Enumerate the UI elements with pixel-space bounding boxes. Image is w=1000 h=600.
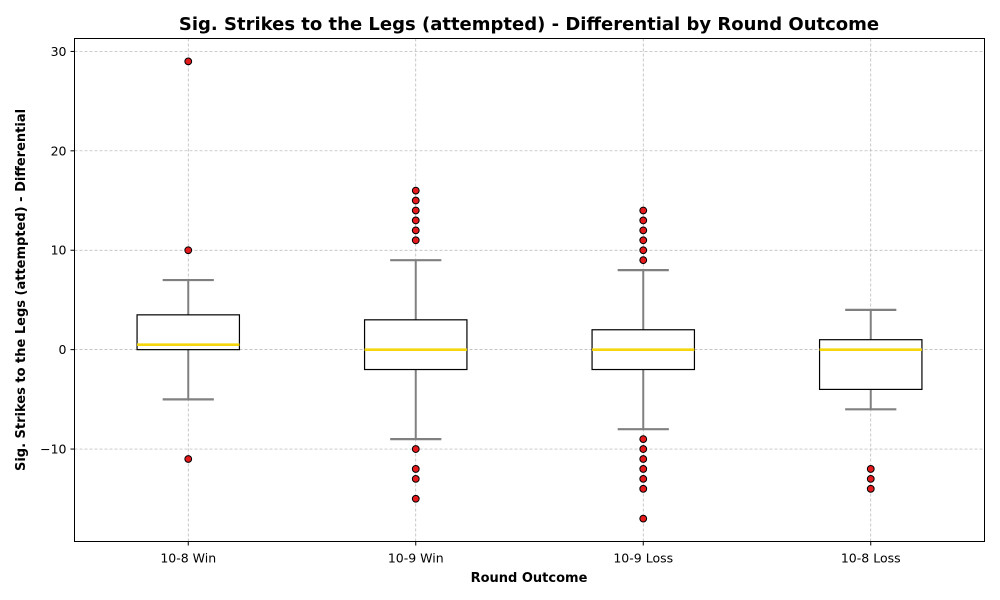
outlier-point xyxy=(639,226,648,235)
outlier-point xyxy=(411,186,420,195)
box-iqr xyxy=(363,319,468,371)
outlier-point xyxy=(411,474,420,483)
y-tick-label: 30 xyxy=(51,44,67,59)
outlier-point xyxy=(639,216,648,225)
outlier-point xyxy=(639,236,648,245)
x-axis-label: Round Outcome xyxy=(471,571,588,586)
outlier-point xyxy=(866,474,875,483)
grid-lines xyxy=(74,38,985,542)
outlier-point xyxy=(866,465,875,473)
outlier-point xyxy=(639,484,648,493)
outlier-point xyxy=(639,514,648,523)
outliers xyxy=(184,57,875,523)
plot-area-frame xyxy=(74,38,985,542)
y-tick-label: −10 xyxy=(40,442,66,457)
outlier-point xyxy=(184,455,193,463)
outlier-point xyxy=(411,196,420,205)
outlier-point xyxy=(639,474,648,483)
outlier-point xyxy=(639,445,648,453)
y-tick-label: 0 xyxy=(59,342,67,357)
chart-title: Sig. Strikes to the Legs (attempted) - D… xyxy=(179,14,879,35)
outlier-point xyxy=(639,465,648,473)
axes: −10 0 10 20 30 10-8 Win 10-9 Win 10-9 Loss 10-8 … xyxy=(40,44,901,566)
outlier-point xyxy=(866,484,875,493)
outlier-point xyxy=(411,226,420,235)
outlier-point xyxy=(639,206,648,215)
outlier-point xyxy=(184,246,193,255)
outlier-point xyxy=(411,494,420,503)
x-tick-label: 10-9 Loss xyxy=(613,551,673,566)
x-tick-label: 10-8 Win xyxy=(160,551,216,566)
outlier-point xyxy=(639,435,648,444)
outlier-point xyxy=(184,57,193,66)
outlier-point xyxy=(639,455,648,463)
outlier-point xyxy=(639,246,648,255)
boxes xyxy=(136,259,923,441)
outlier-point xyxy=(639,256,648,265)
y-axis-label: Sig. Strikes to the Legs (attempted) - D… xyxy=(14,109,29,471)
y-tick-label: 10 xyxy=(51,243,67,258)
outlier-point xyxy=(411,206,420,215)
outlier-point xyxy=(411,236,420,245)
box-iqr xyxy=(818,339,923,391)
y-tick-label: 20 xyxy=(51,143,67,158)
outlier-point xyxy=(411,465,420,473)
outlier-point xyxy=(411,445,420,453)
outlier-point xyxy=(411,216,420,225)
x-tick-label: 10-9 Win xyxy=(388,551,444,566)
x-tick-label: 10-8 Loss xyxy=(841,551,901,566)
